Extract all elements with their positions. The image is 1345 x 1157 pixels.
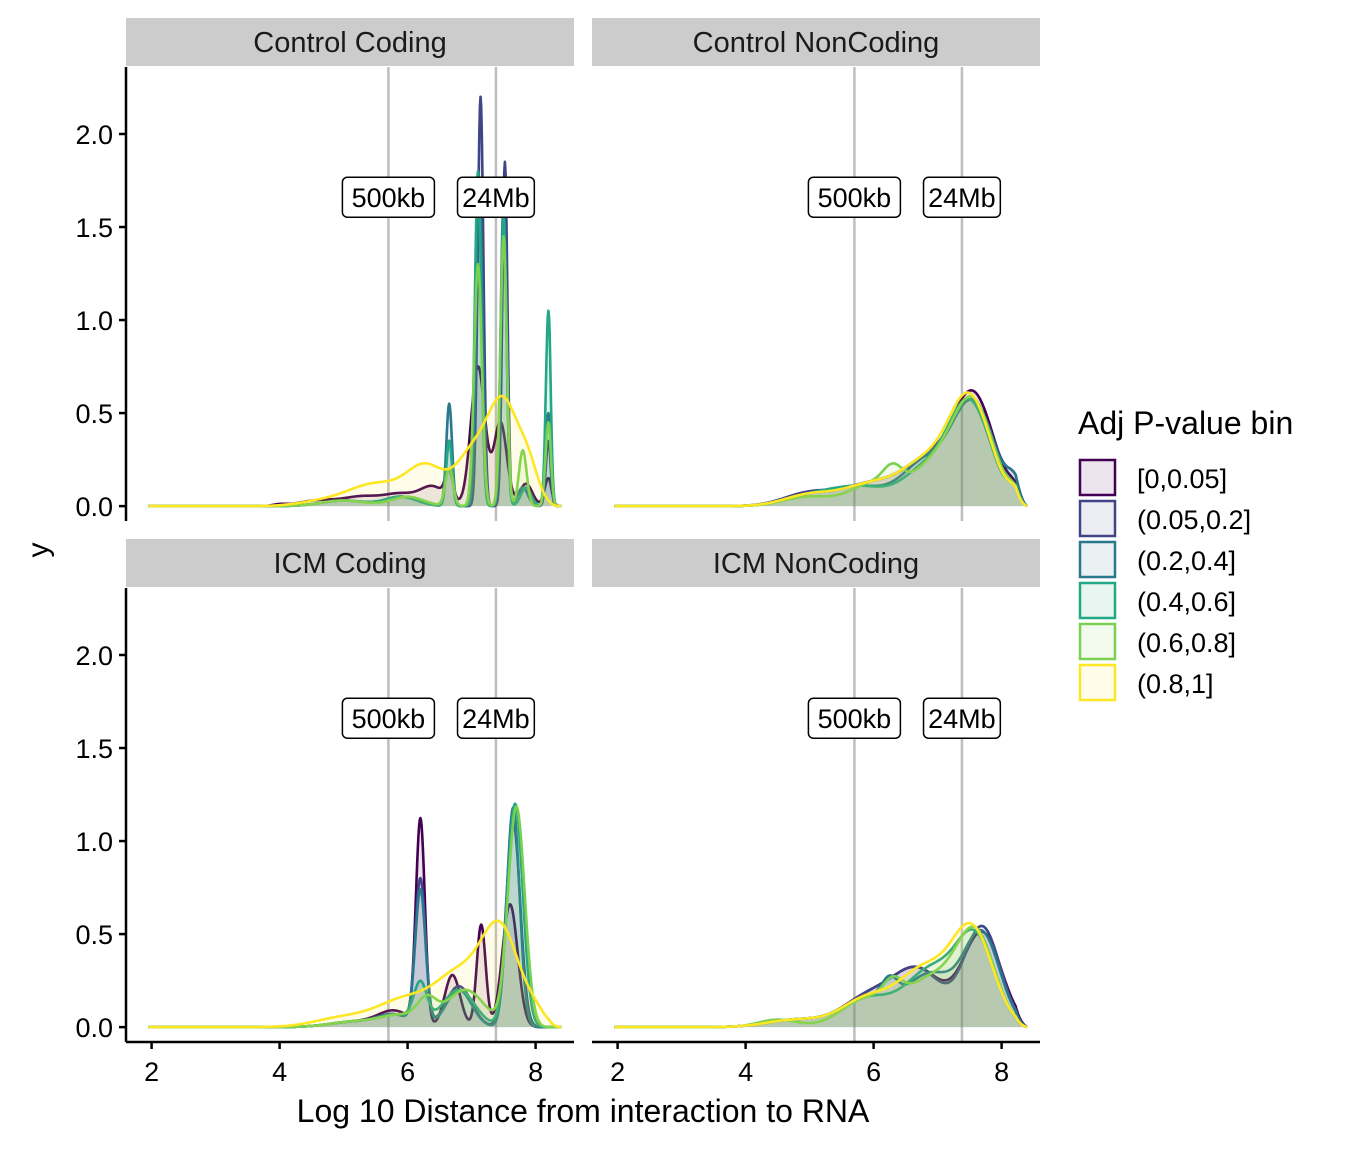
- legend-label: [0,0.05]: [1137, 464, 1227, 494]
- reference-label-box: [456, 697, 536, 739]
- reference-label-box: [456, 176, 536, 218]
- facet-strip-label: Control Coding: [253, 27, 446, 59]
- legend-label: (0.05,0.2]: [1137, 505, 1251, 535]
- density-area-4: [614, 926, 1028, 1028]
- y-axis-title: y: [22, 543, 55, 558]
- reference-label: 500kb: [818, 704, 892, 734]
- density-area-3: [148, 803, 562, 1028]
- reference-label-box: [341, 176, 436, 218]
- reference-label-box: [807, 176, 902, 218]
- density-area-1: [148, 96, 562, 507]
- density-area-0: [614, 931, 1028, 1028]
- density-area-3: [614, 398, 1028, 507]
- x-tick-label: 4: [738, 1057, 753, 1087]
- panel-icm-coding: ICM Coding 500kb 24Mb 0.0 0.5 1.0 1.5 2.0 2 4 6 8: [75, 539, 574, 1087]
- density-area-2: [148, 180, 562, 507]
- density-area-1: [148, 822, 562, 1028]
- legend-label: (0.8,1]: [1137, 669, 1214, 699]
- x-tick-label: 6: [400, 1057, 415, 1087]
- density-area-3: [148, 171, 562, 507]
- density-area-1: [614, 399, 1028, 507]
- y-tick-label: 2.0: [75, 120, 113, 150]
- reference-label: 500kb: [352, 704, 426, 734]
- density-area-2: [148, 807, 562, 1028]
- legend-label: (0.6,0.8]: [1137, 628, 1236, 658]
- density-area-2: [614, 399, 1028, 507]
- x-axis-title: Log 10 Distance from interaction to RNA: [297, 1093, 870, 1129]
- density-line-5: [613, 391, 1028, 508]
- density-area-5: [614, 392, 1028, 507]
- facet-strip-label: Control NonCoding: [693, 27, 940, 59]
- x-tick-label: 2: [610, 1057, 625, 1087]
- y-tick-label: 1.5: [75, 734, 113, 764]
- panel-icm-noncoding: ICM NonCoding 500kb 24Mb 2 4 6 8: [592, 539, 1040, 1087]
- reference-label: 24Mb: [928, 704, 996, 734]
- x-tick-label: 8: [994, 1057, 1009, 1087]
- facet-strip: [592, 18, 1040, 66]
- facet-strip-label: ICM NonCoding: [713, 548, 919, 580]
- facet-strip: [126, 539, 574, 587]
- reference-label-box: [922, 176, 1002, 218]
- y-tick-label: 1.5: [75, 213, 113, 243]
- legend-title: Adj P-value bin: [1078, 405, 1293, 441]
- facet-strip: [126, 18, 574, 66]
- reference-label: 24Mb: [462, 183, 530, 213]
- density-area-0: [614, 390, 1028, 507]
- legend-key: [1078, 622, 1117, 661]
- legend-key: [1078, 499, 1117, 538]
- reference-label: 24Mb: [928, 183, 996, 213]
- legend-key: [1078, 540, 1117, 579]
- panel-control-noncoding: Control NonCoding 500kb 24Mb: [592, 18, 1040, 521]
- reference-label: 24Mb: [462, 704, 530, 734]
- reference-label-box: [922, 697, 1002, 739]
- x-tick-label: 8: [528, 1057, 543, 1087]
- density-line-5: [147, 919, 562, 1029]
- reference-label-box: [341, 697, 436, 739]
- legend-label: (0.4,0.6]: [1137, 587, 1236, 617]
- y-tick-label: 0.0: [75, 492, 113, 522]
- panel-control-coding: Control Coding 500kb 24Mb 0.0 0.5 1.0 1.5 2.0: [75, 18, 574, 522]
- density-area-5: [148, 396, 562, 507]
- facet-strip: [592, 539, 1040, 587]
- facet-strip-label: ICM Coding: [273, 548, 426, 580]
- density-line-5: [147, 394, 562, 508]
- reference-label: 500kb: [818, 183, 892, 213]
- y-tick-label: 0.0: [75, 1013, 113, 1043]
- density-area-3: [614, 929, 1028, 1028]
- x-tick-label: 6: [866, 1057, 881, 1087]
- density-line-5: [613, 921, 1028, 1029]
- y-tick-label: 0.5: [75, 920, 113, 950]
- density-area-5: [614, 923, 1028, 1028]
- density-area-4: [148, 236, 562, 507]
- x-tick-label: 4: [272, 1057, 287, 1087]
- density-area-4: [614, 396, 1028, 507]
- y-tick-label: 1.0: [75, 827, 113, 857]
- legend-key: [1078, 663, 1117, 702]
- y-tick-label: 2.0: [75, 641, 113, 671]
- y-tick-label: 1.0: [75, 306, 113, 336]
- x-tick-label: 2: [144, 1057, 159, 1087]
- density-area-0: [148, 818, 562, 1028]
- y-tick-label: 0.5: [75, 399, 113, 429]
- density-area-1: [614, 925, 1028, 1028]
- legend-key: [1078, 458, 1117, 497]
- legend-label: (0.2,0.4]: [1137, 546, 1236, 576]
- reference-label-box: [807, 697, 902, 739]
- reference-label: 500kb: [352, 183, 426, 213]
- density-area-5: [148, 920, 562, 1028]
- legend-key: [1078, 581, 1117, 620]
- legend: [0,0.05] (0.05,0.2] (0.2,0.4] (0.4,0.6] (0.6…: [1078, 458, 1251, 702]
- density-area-2: [614, 930, 1028, 1028]
